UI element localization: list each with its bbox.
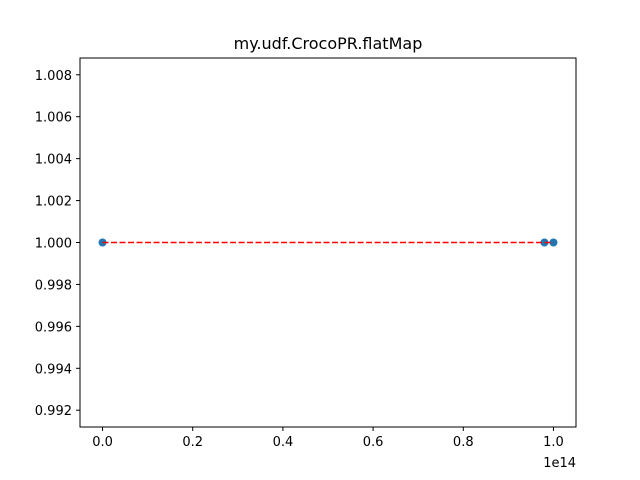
y-tick-label: 0.996: [35, 320, 72, 335]
y-tick-label: 1.004: [35, 153, 72, 168]
y-tick-label: 1.000: [35, 237, 72, 252]
x-offset-label: 1e14: [543, 456, 576, 471]
y-tick-label: 0.998: [35, 278, 72, 293]
scatter-point: [540, 238, 549, 247]
x-tick-label: 0.2: [182, 435, 203, 450]
x-tick-label: 0.8: [453, 435, 474, 450]
y-axis-ticks: 0.992 0.994 0.996 0.998 1.000 1.002 1.004 1.006…: [35, 69, 80, 419]
y-tick-label: 1.002: [35, 195, 72, 210]
plot-area: [79, 57, 577, 428]
y-tick-label: 1.006: [35, 111, 72, 126]
x-axis-ticks: 0.0 0.2 0.4 0.6 0.8 1.0: [92, 427, 564, 450]
x-tick-label: 1.0: [543, 435, 564, 450]
y-tick-label: 1.008: [35, 69, 72, 84]
x-tick-label: 0.0: [92, 435, 113, 450]
y-tick-label: 0.994: [35, 362, 72, 377]
data-layer: [98, 238, 558, 247]
x-tick-label: 0.6: [363, 435, 384, 450]
x-tick-label: 0.4: [273, 435, 294, 450]
chart-title: my.udf.CrocoPR.flatMap: [234, 34, 423, 53]
y-tick-label: 0.992: [35, 404, 72, 419]
